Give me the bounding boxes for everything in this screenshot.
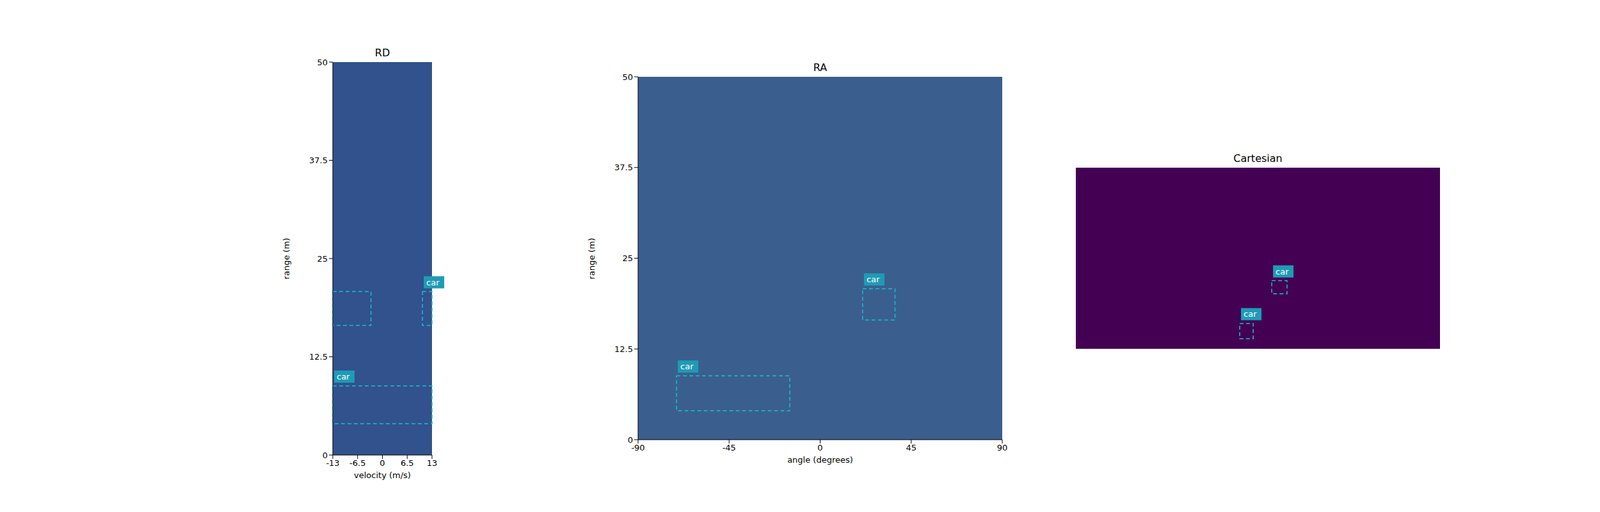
svg-text:car: car [1275, 266, 1289, 277]
html-text:RA: RA [813, 61, 828, 74]
svg-text:12.5: 12.5 [614, 344, 633, 354]
svg-text:car: car [1243, 309, 1257, 319]
html-text:RD: RD [374, 46, 390, 59]
svg-text:37.5: 37.5 [309, 155, 328, 166]
svg-text:-6.5: -6.5 [349, 458, 366, 468]
html-text:range (m): range (m) [586, 237, 597, 279]
html-text:range (m): range (m) [281, 237, 291, 280]
svg-text:25: 25 [622, 253, 633, 264]
svg-text:13: 13 [426, 458, 438, 468]
svg-text:45: 45 [905, 442, 917, 453]
svg-text:-45: -45 [722, 442, 736, 453]
svg-text:0: 0 [322, 450, 328, 461]
svg-text:0: 0 [379, 458, 385, 468]
svg-text:-90: -90 [631, 442, 645, 453]
svg-text:37.5: 37.5 [614, 162, 633, 173]
svg-text:6.5: 6.5 [400, 458, 415, 468]
svg-text:0: 0 [627, 435, 633, 445]
html-text:angle (degrees): angle (degrees) [787, 455, 853, 465]
svg-text:12.5: 12.5 [309, 352, 328, 362]
svg-text:25: 25 [316, 254, 328, 264]
html-text:velocity (m/s): velocity (m/s) [353, 470, 411, 480]
html-text:Cartesian: Cartesian [1233, 152, 1283, 165]
svg-text:0: 0 [817, 442, 823, 453]
svg-text:car: car [426, 277, 440, 288]
svg-text:car: car [866, 274, 880, 285]
svg-text:car: car [336, 371, 351, 382]
svg-text:car: car [680, 361, 694, 372]
svg-text:-13: -13 [325, 458, 340, 468]
svg-text:50: 50 [622, 72, 633, 82]
svg-text:90: 90 [997, 442, 1008, 453]
svg-text:50: 50 [316, 57, 328, 68]
